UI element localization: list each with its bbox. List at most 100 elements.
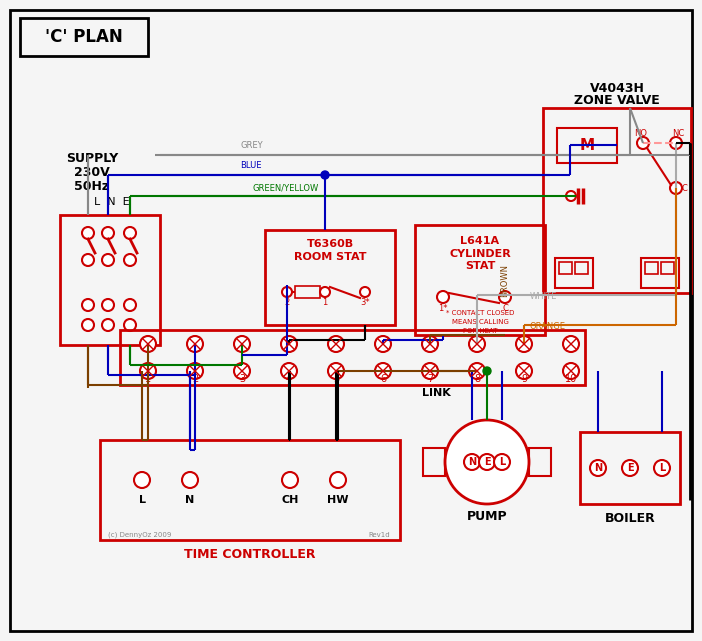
Bar [295, 286, 320, 298]
Circle shape [134, 472, 150, 488]
Text: ROOM STAT: ROOM STAT [293, 252, 366, 262]
Text: 1: 1 [322, 297, 328, 306]
Circle shape [234, 363, 250, 379]
Bar [559, 262, 572, 274]
Text: 5: 5 [333, 374, 339, 384]
Text: 9: 9 [521, 374, 527, 384]
Circle shape [281, 363, 297, 379]
Circle shape [82, 254, 94, 266]
Circle shape [140, 336, 156, 352]
Circle shape [124, 254, 136, 266]
Text: HW: HW [327, 495, 349, 505]
Text: GREEN/YELLOW: GREEN/YELLOW [252, 183, 318, 192]
Bar [580, 432, 680, 504]
Circle shape [479, 454, 495, 470]
Text: L  N  E: L N E [94, 197, 130, 207]
Circle shape [124, 227, 136, 239]
Bar [120, 330, 585, 385]
Text: N: N [468, 457, 476, 467]
Text: BOILER: BOILER [604, 512, 656, 524]
Circle shape [282, 287, 292, 297]
Circle shape [516, 363, 532, 379]
Circle shape [422, 336, 438, 352]
Circle shape [469, 363, 485, 379]
Circle shape [483, 367, 491, 375]
Text: MEANS CALLING: MEANS CALLING [451, 319, 508, 325]
Text: 10: 10 [565, 374, 577, 384]
Circle shape [102, 254, 114, 266]
Text: V4043H: V4043H [590, 81, 644, 94]
Bar [661, 262, 674, 274]
Circle shape [469, 336, 485, 352]
Text: NO: NO [635, 128, 647, 138]
Bar [415, 225, 545, 335]
Circle shape [321, 171, 329, 179]
Text: CYLINDER: CYLINDER [449, 249, 511, 259]
Circle shape [82, 319, 94, 331]
Text: M: M [579, 138, 595, 153]
Circle shape [187, 363, 203, 379]
Circle shape [330, 472, 346, 488]
Bar [575, 262, 588, 274]
Text: L: L [499, 457, 505, 467]
Circle shape [516, 336, 532, 352]
Circle shape [499, 291, 511, 303]
Text: FOR HEAT: FOR HEAT [463, 328, 497, 334]
Text: E: E [484, 457, 490, 467]
Bar [423, 448, 445, 476]
Bar [645, 262, 658, 274]
Text: 3*: 3* [360, 297, 370, 306]
Circle shape [590, 460, 606, 476]
Circle shape [328, 363, 344, 379]
Circle shape [124, 299, 136, 311]
Circle shape [281, 336, 297, 352]
Text: WHITE: WHITE [530, 292, 557, 301]
Circle shape [563, 336, 579, 352]
Circle shape [494, 454, 510, 470]
Circle shape [360, 287, 370, 297]
Circle shape [375, 336, 391, 352]
Bar [100, 440, 400, 540]
Circle shape [234, 336, 250, 352]
Circle shape [670, 182, 682, 194]
Text: 8: 8 [474, 374, 480, 384]
Circle shape [82, 227, 94, 239]
Text: L641A: L641A [461, 236, 500, 246]
Text: T6360B: T6360B [307, 239, 354, 249]
Text: 3: 3 [239, 374, 245, 384]
Circle shape [637, 137, 649, 149]
Bar [529, 448, 551, 476]
Text: N: N [185, 495, 194, 505]
Circle shape [328, 336, 344, 352]
Text: 1*: 1* [438, 303, 448, 313]
Circle shape [654, 460, 670, 476]
Circle shape [187, 336, 203, 352]
Circle shape [622, 460, 638, 476]
Text: SUPPLY: SUPPLY [66, 151, 118, 165]
Circle shape [124, 319, 136, 331]
Circle shape [102, 299, 114, 311]
Text: 6: 6 [380, 374, 386, 384]
Bar [265, 230, 395, 325]
Circle shape [445, 420, 529, 504]
Circle shape [102, 227, 114, 239]
Text: * CONTACT CLOSED: * CONTACT CLOSED [446, 310, 514, 316]
Circle shape [375, 363, 391, 379]
Text: BLUE: BLUE [240, 161, 262, 170]
Text: LINK: LINK [422, 388, 451, 398]
Bar [641, 258, 679, 288]
Bar [555, 258, 593, 288]
Circle shape [182, 472, 198, 488]
Text: ORANGE: ORANGE [530, 322, 566, 331]
Text: ZONE VALVE: ZONE VALVE [574, 94, 660, 106]
Text: BROWN: BROWN [501, 263, 510, 297]
Text: PUMP: PUMP [467, 510, 508, 522]
Text: 50Hz: 50Hz [74, 179, 110, 192]
Circle shape [320, 287, 330, 297]
Circle shape [422, 363, 438, 379]
Text: GREY: GREY [240, 141, 263, 150]
Text: L: L [138, 495, 145, 505]
Text: (c) DennyOz 2009: (c) DennyOz 2009 [108, 532, 171, 538]
Circle shape [282, 472, 298, 488]
Text: 2: 2 [284, 297, 290, 306]
